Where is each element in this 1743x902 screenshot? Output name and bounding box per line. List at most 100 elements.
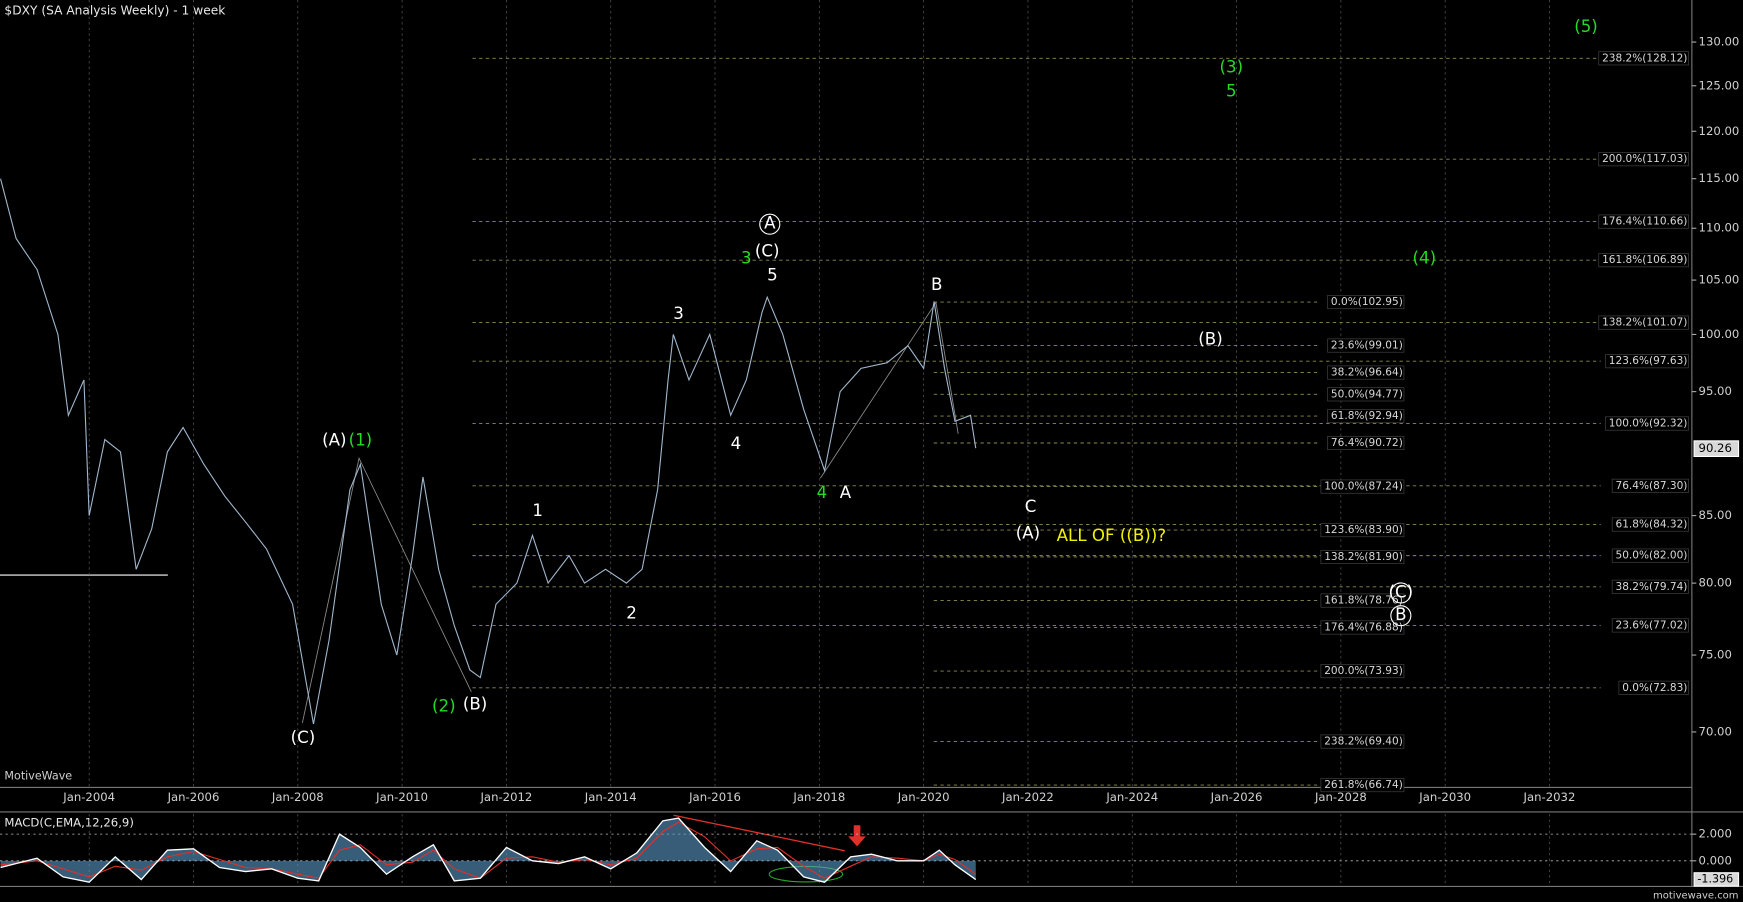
fib-label: 161.8%(78.76) — [1324, 595, 1403, 607]
last-value-box — [1693, 872, 1740, 887]
wave-label: (4) — [1413, 249, 1437, 268]
fib-label-box — [1320, 479, 1405, 494]
fib-label: 38.2%(96.64) — [1331, 367, 1403, 379]
fib-label: 200.0%(117.03) — [1602, 153, 1687, 165]
wave-label: (3) — [1220, 58, 1244, 77]
wave-label: ALL OF ((B))? — [1057, 526, 1166, 545]
last-value-label: -1.396 — [1697, 872, 1733, 885]
x-tick-label: Jan-2004 — [62, 790, 115, 804]
wave-label: C — [1025, 497, 1037, 516]
fib-label: 23.6%(77.02) — [1616, 619, 1688, 631]
x-tick-label: Jan-2028 — [1314, 790, 1367, 804]
x-tick-label: Jan-2012 — [479, 790, 532, 804]
wave-label: 1 — [532, 501, 543, 520]
y-tick-label: 110.00 — [1699, 221, 1740, 235]
fib-label: 61.8%(84.32) — [1616, 519, 1688, 531]
fib-label-box — [1605, 354, 1689, 369]
wave-circle — [759, 213, 781, 235]
x-tick-label: Jan-2032 — [1523, 790, 1576, 804]
last-price-label: 90.26 — [1699, 441, 1732, 455]
fib-label: 38.2%(79.74) — [1616, 581, 1688, 593]
fib-label: 261.8%(66.74) — [1324, 779, 1403, 791]
wave-label: 4 — [817, 483, 828, 502]
y-tick-label: 130.00 — [1699, 35, 1740, 49]
fib-label-box — [1611, 579, 1689, 594]
fib-label: 200.0%(73.93) — [1324, 665, 1403, 677]
y-tick-label: 85.00 — [1699, 508, 1732, 522]
fib-label: 50.0%(82.00) — [1616, 550, 1688, 562]
fib-label: 238.2%(69.40) — [1324, 736, 1403, 748]
wave-label: (1) — [349, 430, 373, 449]
y-tick-label: 125.00 — [1699, 78, 1740, 92]
wave-label: (C) — [755, 241, 780, 260]
macd-trendline — [673, 814, 845, 852]
y-tick-label: 70.00 — [1699, 724, 1732, 738]
fib-label-box — [1327, 387, 1405, 402]
fib-label-box — [1618, 680, 1689, 695]
fib-label-box — [1320, 549, 1405, 564]
fib-label-box — [1611, 618, 1689, 633]
macd-area — [0, 818, 976, 883]
wave-label: 5 — [767, 265, 778, 284]
fib-label-box — [1605, 416, 1689, 431]
macd-line — [0, 817, 977, 883]
fib-label-box — [1320, 593, 1405, 608]
y-tick-label: 0.000 — [1699, 853, 1732, 867]
x-tick-label: Jan-2018 — [792, 790, 845, 804]
fib-label: 0.0%(102.95) — [1331, 296, 1403, 308]
price-line — [0, 178, 977, 725]
fib-label-box — [1598, 315, 1689, 330]
macd-title: MACD(C,EMA,12,26,9) — [4, 816, 133, 830]
fib-label-box — [1320, 734, 1405, 749]
wave-label: (B) — [1198, 330, 1222, 349]
wave-label: (A) — [1016, 524, 1040, 543]
chart-title: $DXY (SA Analysis Weekly) - 1 week — [4, 4, 226, 18]
y-tick-label: 115.00 — [1699, 171, 1740, 185]
fib-label-box — [1611, 478, 1689, 493]
fib-label: 138.2%(101.07) — [1602, 317, 1687, 329]
y-tick-label: 105.00 — [1699, 273, 1740, 287]
wave-label: (C) — [291, 728, 316, 747]
y-tick-label: 95.00 — [1699, 384, 1732, 398]
wave-circle — [1390, 605, 1412, 627]
fib-label: 76.4%(90.72) — [1331, 437, 1403, 449]
fib-label-box — [1320, 778, 1405, 793]
wave-label: B — [1395, 605, 1406, 624]
fib-label-box — [1327, 338, 1405, 353]
x-tick-label: Jan-2014 — [584, 790, 637, 804]
fib-label-box — [1320, 664, 1405, 679]
wave-label: A — [840, 483, 852, 502]
x-tick-label: Jan-2008 — [271, 790, 324, 804]
fib-label-box — [1327, 295, 1405, 310]
fib-label-box — [1327, 435, 1405, 451]
fib-label-box — [1598, 152, 1689, 167]
fib-label: 61.8%(92.94) — [1331, 410, 1403, 422]
wave-label: (A) — [322, 430, 346, 449]
x-tick-label: Jan-2026 — [1210, 790, 1263, 804]
wave-label: (C) — [1389, 582, 1414, 601]
x-tick-label: Jan-2016 — [688, 790, 741, 804]
x-tick-label: Jan-2020 — [897, 790, 950, 804]
fib-label: 238.2%(128.12) — [1602, 52, 1687, 64]
y-tick-label: 75.00 — [1699, 648, 1732, 662]
fib-label-box — [1598, 51, 1689, 66]
y-tick-label: 100.00 — [1699, 327, 1740, 341]
wave-circle — [1390, 582, 1412, 604]
fib-label: 100.0%(92.32) — [1609, 418, 1688, 430]
wave-label: (B) — [463, 695, 487, 714]
fib-label-box — [1611, 548, 1689, 563]
y-tick-label: 80.00 — [1699, 576, 1732, 590]
x-tick-label: Jan-2010 — [375, 790, 428, 804]
fib-label: 176.4%(110.66) — [1602, 216, 1687, 228]
fib-label: 76.4%(87.30) — [1616, 480, 1688, 492]
fib-label: 0.0%(72.83) — [1622, 682, 1687, 694]
wave-label: 3 — [673, 304, 684, 323]
fib-label-box — [1598, 253, 1689, 268]
fib-label: 50.0%(94.77) — [1331, 388, 1403, 400]
wave-line — [301, 456, 472, 724]
fib-label-box — [1598, 214, 1689, 229]
fib-label: 123.6%(83.90) — [1324, 524, 1403, 536]
macd-arrow — [848, 825, 866, 847]
